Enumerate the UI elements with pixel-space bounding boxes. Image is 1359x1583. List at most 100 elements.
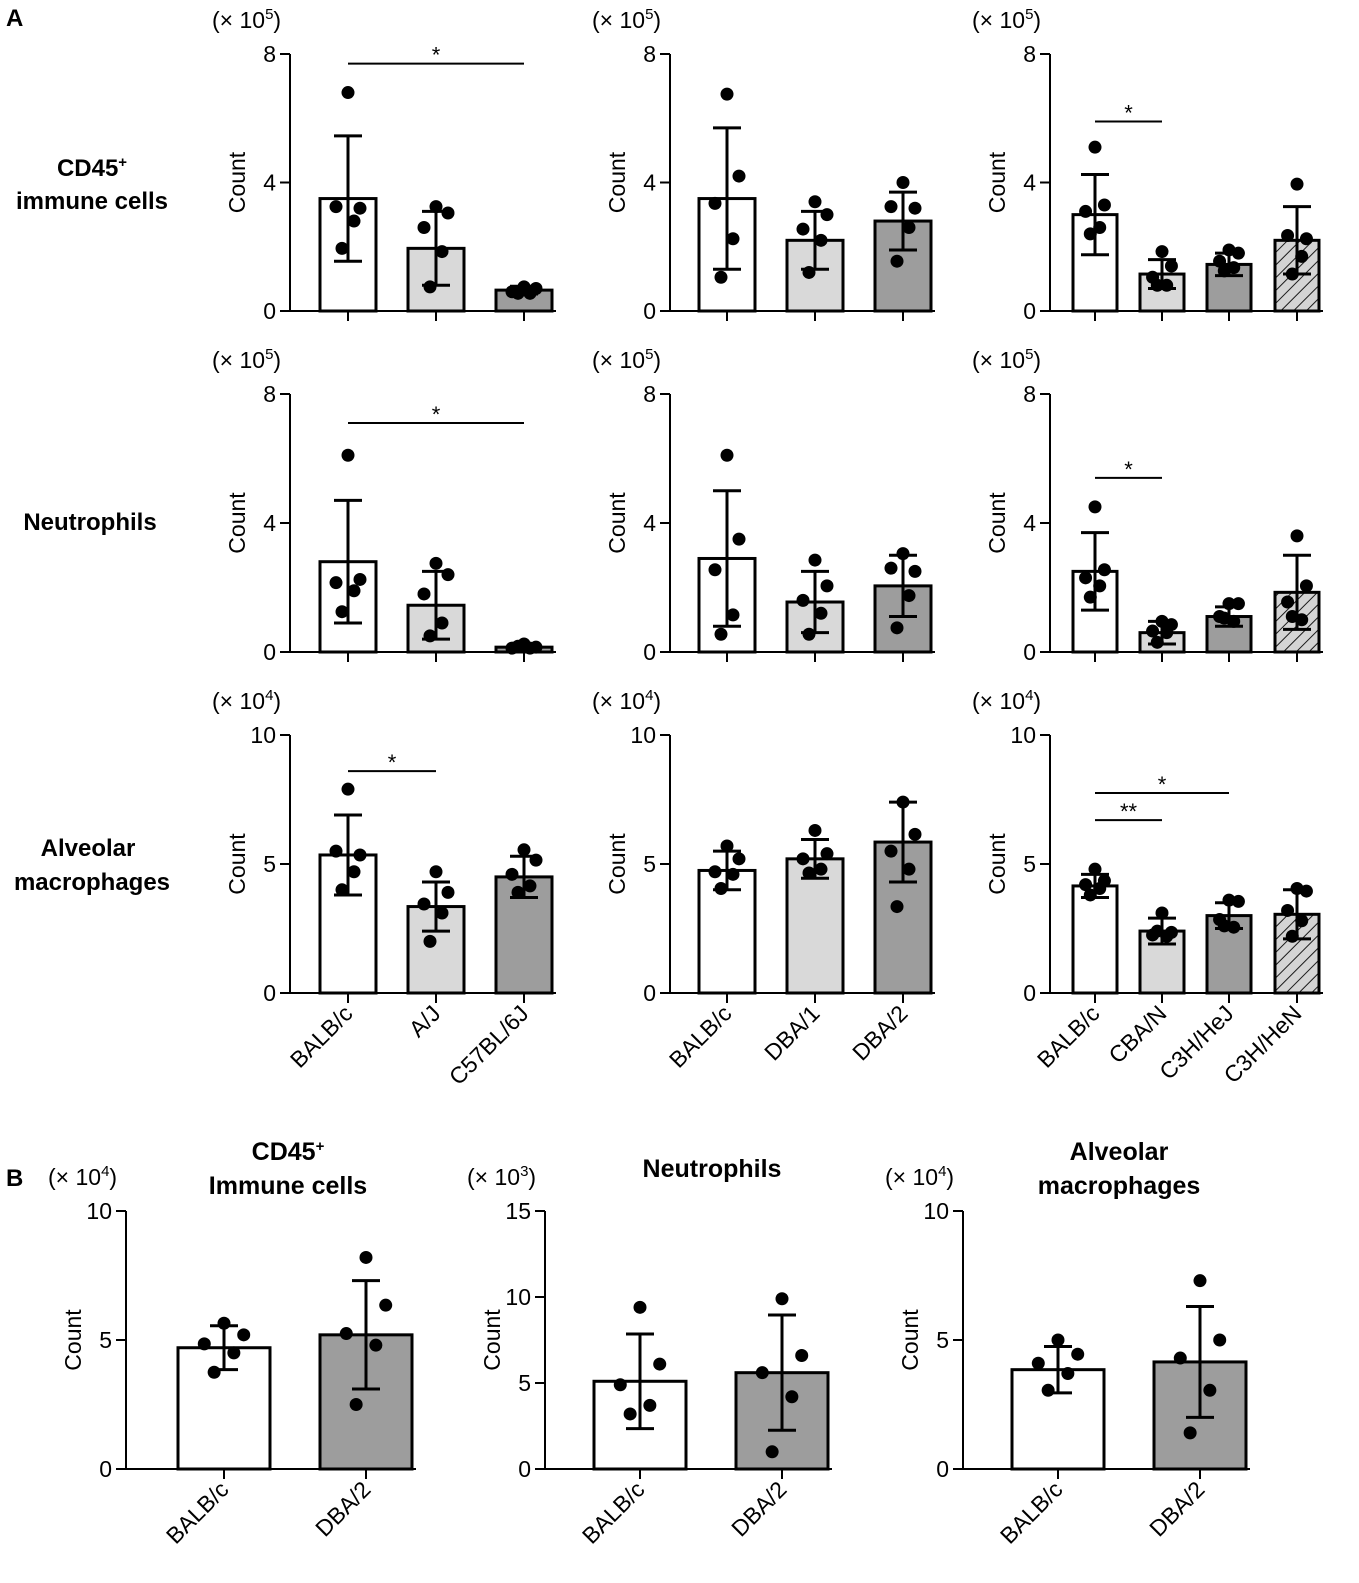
data-point-BALB/c — [341, 448, 355, 462]
chart-A-cd45-1: 0 4 8 Count (× 105) * — [212, 6, 556, 324]
data-point-CBA/N — [1146, 624, 1160, 638]
scale-label: (× 104) — [48, 1163, 117, 1190]
data-point-BALB/c — [347, 584, 361, 598]
data-point-BALB/c — [1061, 1367, 1075, 1381]
data-point-BALB/c — [341, 782, 355, 796]
y-tick-label: 4 — [643, 170, 656, 196]
data-point-A/J — [417, 587, 431, 601]
y-tick-label: 4 — [1023, 510, 1036, 536]
data-point-C57BL/6J — [505, 867, 519, 881]
panel-b-title-3-line1: Alveolar — [1070, 1138, 1169, 1166]
data-point-C3H/HeN — [1295, 914, 1309, 928]
data-point-DBA/2 — [890, 254, 904, 268]
y-axis-title: Count — [479, 1309, 505, 1371]
y-tick-label: 10 — [630, 722, 656, 748]
y-tick-label: 10 — [86, 1198, 112, 1224]
data-point-DBA/2 — [908, 564, 922, 578]
y-tick-label: 0 — [263, 639, 276, 665]
y-tick-label: 10 — [505, 1284, 531, 1310]
data-point-BALB/c — [1083, 590, 1097, 604]
data-point-BALB/c — [726, 867, 740, 881]
data-point-A/J — [429, 556, 443, 570]
data-point-BALB/c — [1097, 198, 1111, 212]
data-point-BALB/c — [1051, 1333, 1065, 1347]
data-point-BALB/c — [720, 448, 734, 462]
data-point-CBA/N — [1160, 278, 1174, 292]
category-label-C57BL/6J: C57BL/6J — [444, 1000, 534, 1090]
charts-layer: 0 4 8 Count (× 105) * 0 4 8 Count (× 105) 0 4 8 Count (… — [48, 6, 1323, 1549]
y-tick-label: 0 — [936, 1456, 949, 1482]
data-point-DBA/1 — [814, 606, 828, 620]
data-point-BALB/c — [347, 214, 361, 228]
panel-b-title-1-main: CD45 — [252, 1138, 316, 1166]
data-point-C3H/HeN — [1285, 267, 1299, 281]
panel-label-b: B — [6, 1165, 23, 1192]
data-point-BALB/c — [329, 576, 343, 590]
panel-b-title-1-sup: + — [316, 1138, 325, 1155]
data-point-DBA/2 — [890, 621, 904, 635]
data-point-BALB/c — [1079, 571, 1093, 585]
data-point-CBA/N — [1155, 906, 1169, 920]
data-point-BALB/c — [335, 605, 349, 619]
data-point-DBA/2 — [359, 1250, 373, 1264]
y-axis-title: Count — [984, 833, 1010, 895]
data-point-A/J — [417, 897, 431, 911]
y-axis-title: Count — [224, 833, 250, 895]
data-point-DBA/2 — [339, 1327, 353, 1341]
data-point-DBA/2 — [884, 561, 898, 575]
y-tick-label: 0 — [1023, 298, 1036, 324]
chart-A-am-2: 0 5 10 Count (× 104) BALB/c DBA/1 DBA/2 — [592, 687, 935, 1073]
y-tick-label: 0 — [518, 1456, 531, 1482]
data-point-C3H/HeN — [1299, 579, 1313, 593]
data-point-DBA/2 — [896, 795, 910, 809]
data-point-BALB/c — [726, 608, 740, 622]
data-point-C3H/HeN — [1290, 529, 1304, 543]
data-point-DBA/1 — [814, 862, 828, 876]
y-tick-label: 8 — [1023, 381, 1036, 407]
data-point-BALB/c — [708, 196, 722, 210]
chart-B-neut: 0 5 10 15 Count (× 103) BALB/c DBA/2 — [467, 1163, 832, 1549]
data-point-BALB/c — [1083, 227, 1097, 241]
data-point-A/J — [429, 200, 443, 214]
panel-b-title-3-line2: macrophages — [1038, 1172, 1201, 1200]
y-tick-label: 0 — [643, 298, 656, 324]
data-point-C3H/HeN — [1290, 177, 1304, 191]
scale-label: (× 105) — [592, 6, 661, 33]
y-axis-title: Count — [60, 1309, 86, 1371]
y-tick-label: 5 — [1023, 851, 1036, 877]
y-tick-label: 5 — [936, 1327, 949, 1353]
data-point-BALB/c — [1097, 563, 1111, 577]
y-tick-label: 10 — [923, 1198, 949, 1224]
significance-label: ** — [1120, 799, 1138, 824]
data-point-CBA/N — [1155, 245, 1169, 259]
data-point-BALB/c — [714, 627, 728, 641]
data-point-BALB/c — [353, 848, 367, 862]
y-tick-label: 5 — [643, 851, 656, 877]
y-axis-title: Count — [604, 492, 630, 554]
y-tick-label: 4 — [1023, 170, 1036, 196]
data-point-BALB/c — [726, 232, 740, 246]
data-point-BALB/c — [335, 883, 349, 897]
data-point-A/J — [435, 245, 449, 259]
category-label-DBA/2: DBA/2 — [847, 1000, 912, 1065]
data-point-DBA/2 — [884, 200, 898, 214]
data-point-C3H/HeJ — [1217, 611, 1231, 625]
data-point-BALB/c — [708, 563, 722, 577]
data-point-DBA/2 — [902, 220, 916, 234]
y-tick-label: 4 — [643, 510, 656, 536]
data-point-DBA/2 — [908, 201, 922, 215]
significance-label: * — [432, 43, 441, 68]
significance-label: * — [1124, 457, 1133, 482]
data-point-A/J — [435, 906, 449, 920]
y-tick-label: 0 — [263, 298, 276, 324]
y-tick-label: 8 — [263, 381, 276, 407]
scale-label: (× 104) — [592, 687, 661, 714]
y-tick-label: 0 — [263, 980, 276, 1006]
data-point-BALB/c — [623, 1407, 637, 1421]
data-point-DBA/2 — [884, 844, 898, 858]
data-point-BALB/c — [732, 169, 746, 183]
data-point-DBA/2 — [1203, 1383, 1217, 1397]
